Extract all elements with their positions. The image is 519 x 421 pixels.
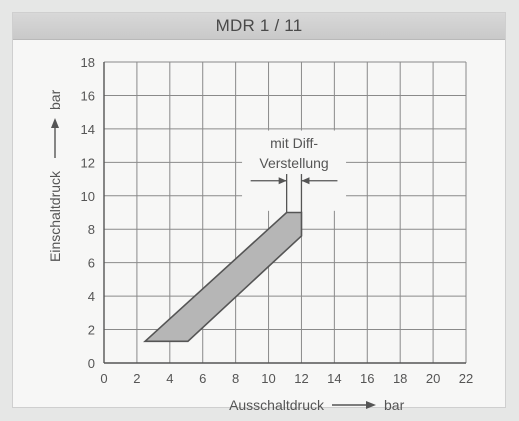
y-tick-label: 16 <box>81 88 95 103</box>
y-tick-label: 8 <box>88 222 95 237</box>
y-tick-label: 0 <box>88 356 95 371</box>
y-tick-label: 14 <box>81 122 95 137</box>
annotation-text-line1: mit Diff- <box>270 135 318 151</box>
annotation-arrow-left-head <box>278 177 287 185</box>
y-axis-unit: bar <box>47 89 63 110</box>
y-axis-arrow-head <box>51 118 59 128</box>
y-tick-label: 10 <box>81 189 95 204</box>
y-axis-label: Einschaltdruck <box>47 170 63 262</box>
x-tick-label: 22 <box>459 371 473 386</box>
x-tick-label: 2 <box>133 371 140 386</box>
hysteresis-band <box>143 211 303 343</box>
y-axis-label-group: Einschaltdruck bar <box>47 89 63 262</box>
annotation-text-line2: Verstellung <box>259 155 328 171</box>
x-axis-label: Ausschaltdruck <box>229 397 325 413</box>
x-tick-label: 16 <box>360 371 374 386</box>
annotation-arrow-right-head <box>301 177 310 185</box>
x-tick-label: 0 <box>100 371 107 386</box>
y-tick-label: 6 <box>88 256 95 271</box>
x-tick-label: 8 <box>232 371 239 386</box>
y-tick-label: 18 <box>81 55 95 70</box>
x-tick-label: 14 <box>327 371 341 386</box>
x-tick-label: 18 <box>393 371 407 386</box>
y-tick-label: 2 <box>88 323 95 338</box>
x-axis-arrow-head <box>366 401 376 409</box>
x-tick-label: 20 <box>426 371 440 386</box>
x-tick-label: 10 <box>261 371 275 386</box>
plot-area <box>104 62 466 363</box>
x-tick-label: 6 <box>199 371 206 386</box>
y-tick-label: 4 <box>88 289 95 304</box>
x-axis-unit: bar <box>384 397 405 413</box>
chart-title: MDR 1 / 11 <box>13 13 505 40</box>
x-tick-label: 4 <box>166 371 173 386</box>
annotation-mask <box>242 130 347 211</box>
y-tick-label: 12 <box>81 155 95 170</box>
x-tick-label: 12 <box>294 371 308 386</box>
